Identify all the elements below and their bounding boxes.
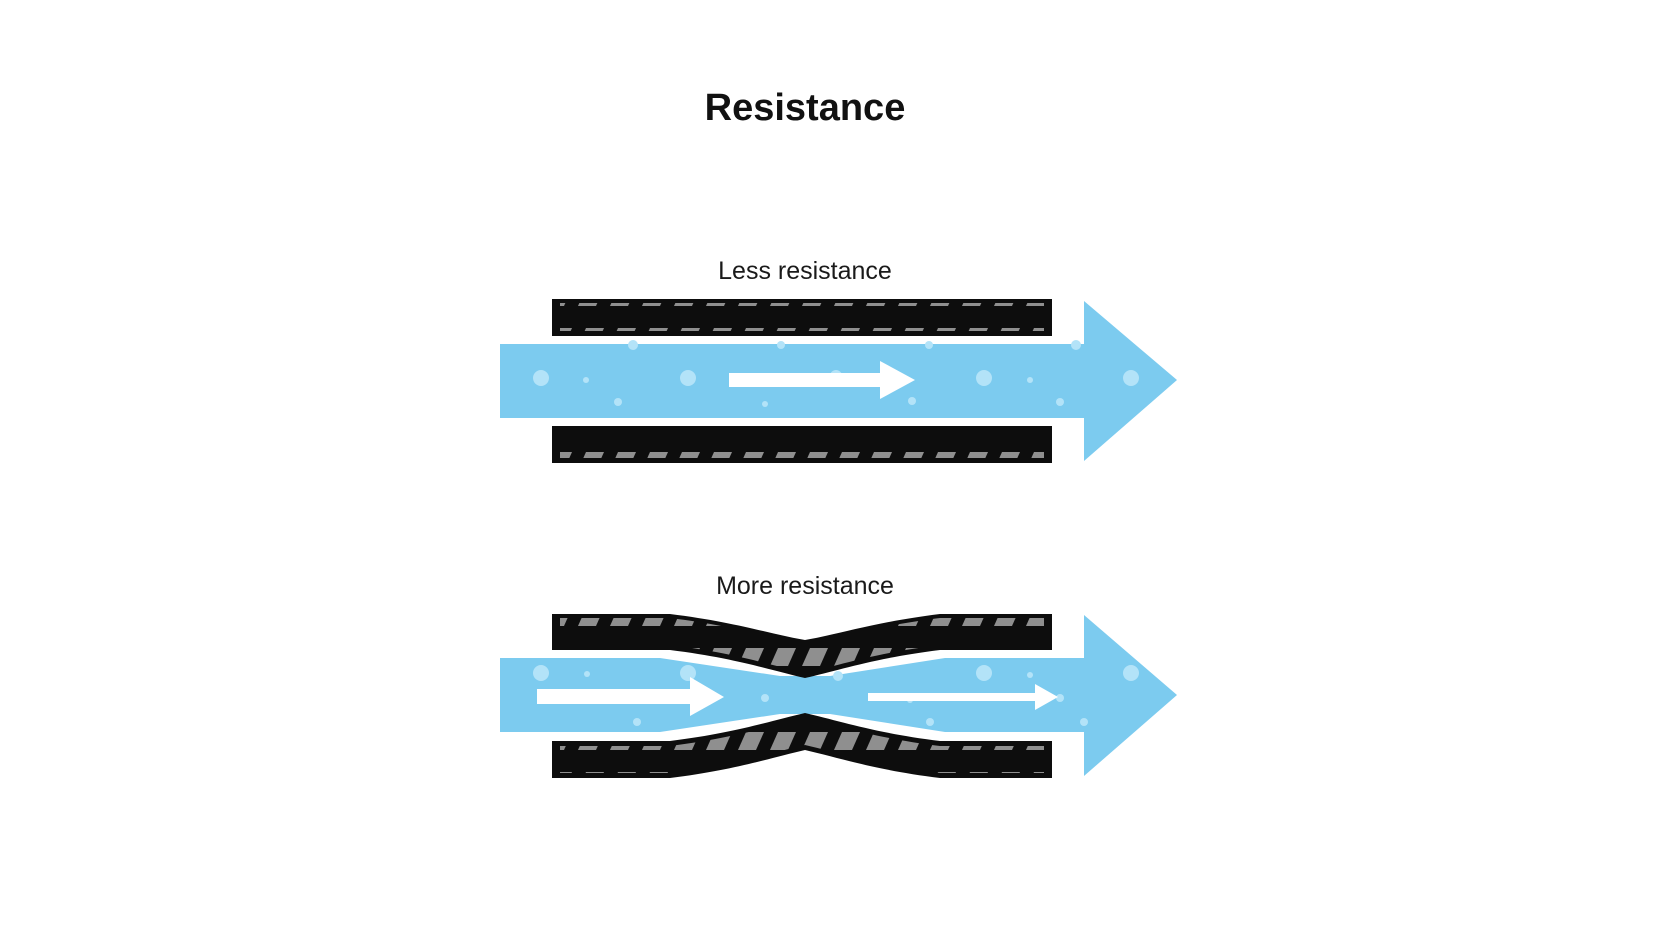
page-title: Resistance bbox=[705, 87, 906, 129]
direction-arrow-before-narrowing bbox=[537, 677, 724, 716]
direction-arrow-after-narrowing bbox=[868, 684, 1058, 710]
panel-less-resistance: Less resistance bbox=[500, 257, 1177, 463]
flow-bubbles bbox=[533, 665, 1139, 726]
direction-arrow bbox=[729, 361, 915, 399]
panel-label-more-resistance: More resistance bbox=[716, 572, 894, 600]
vessel-wall-top-narrowed bbox=[552, 614, 1052, 678]
vessel-wall-top bbox=[552, 299, 1052, 336]
blood-flow-arrow bbox=[500, 615, 1177, 776]
panel-label-less-resistance: Less resistance bbox=[718, 257, 892, 285]
vessel-wall-bottom-narrowed bbox=[552, 713, 1052, 778]
vessel-wall-bottom bbox=[552, 426, 1052, 463]
panel-more-resistance: More resistance bbox=[500, 572, 1177, 778]
